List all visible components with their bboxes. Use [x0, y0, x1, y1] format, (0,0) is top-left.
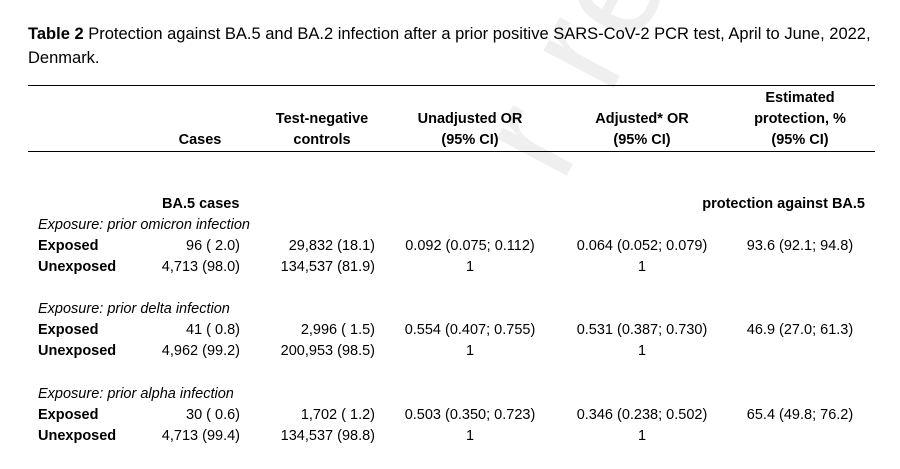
cell-unadjusted-or: 1 [465, 259, 475, 275]
section-protection-label: protection against BA.5 [702, 196, 865, 212]
cell-adjusted-or: 0.531 (0.387; 0.730) [576, 322, 708, 338]
row-label: Exposed [38, 407, 99, 423]
cell-controls: 1,702 ( 1.2) [300, 407, 375, 423]
section-cases-label: BA.5 cases [162, 196, 240, 212]
cell-controls: 29,832 (18.1) [288, 238, 375, 254]
header-controls-line2: controls [293, 132, 351, 148]
cell-controls: 134,537 (81.9) [280, 259, 375, 275]
cell-unadjusted-or: 0.554 (0.407; 0.755) [404, 322, 536, 338]
header-unadjusted-line2: (95% CI) [441, 132, 499, 148]
cell-adjusted-or: 0.346 (0.238; 0.502) [576, 407, 708, 423]
header-cases: Cases [178, 132, 222, 148]
cell-unadjusted-or: 1 [465, 343, 475, 359]
cell-adjusted-or: 0.064 (0.052; 0.079) [576, 238, 708, 254]
cell-cases: 30 ( 0.6) [186, 407, 240, 423]
row-label: Exposed [38, 238, 99, 254]
row-label: Unexposed [38, 259, 117, 275]
header-adjusted-line2: (95% CI) [613, 132, 671, 148]
cell-protection: 65.4 (49.8; 76.2) [746, 407, 854, 423]
row-label: Unexposed [38, 343, 117, 359]
cell-adjusted-or: 1 [637, 428, 647, 444]
cell-controls: 2,996 ( 1.5) [300, 322, 375, 338]
exposure-label: Exposure: prior delta infection [38, 301, 230, 317]
row-label: Unexposed [38, 428, 117, 444]
header-controls-line1: Test-negative [275, 111, 369, 127]
row-label: Exposed [38, 322, 99, 338]
header-protection-line3: (95% CI) [771, 132, 829, 148]
cell-controls: 200,953 (98.5) [280, 343, 375, 359]
cell-controls: 134,537 (98.8) [280, 428, 375, 444]
top-rule [28, 85, 875, 86]
table-label: Table 2 [28, 25, 84, 43]
header-unadjusted-line1: Unadjusted OR [417, 111, 523, 127]
header-protection-line2: protection, % [754, 111, 846, 127]
cell-cases: 4,962 (99.2) [161, 343, 240, 359]
cell-protection: 46.9 (27.0; 61.3) [746, 322, 854, 338]
header-rule [28, 151, 875, 152]
cell-unadjusted-or: 0.503 (0.350; 0.723) [404, 407, 536, 423]
exposure-label: Exposure: prior omicron infection [38, 217, 250, 233]
header-protection-line1: Estimated [765, 90, 835, 106]
cell-protection: 93.6 (92.1; 94.8) [746, 238, 854, 254]
cell-cases: 4,713 (98.0) [161, 259, 240, 275]
cell-adjusted-or: 1 [637, 343, 647, 359]
table-title: Protection against BA.5 and BA.2 infecti… [28, 25, 871, 67]
table-caption: Table 2 Protection against BA.5 and BA.2… [28, 22, 878, 70]
cell-cases: 96 ( 2.0) [186, 238, 240, 254]
cell-adjusted-or: 1 [637, 259, 647, 275]
cell-cases: 4,713 (99.4) [161, 428, 240, 444]
cell-unadjusted-or: 0.092 (0.075; 0.112) [405, 238, 535, 254]
header-adjusted-line1: Adjusted* OR [595, 111, 689, 127]
exposure-label: Exposure: prior alpha infection [38, 386, 234, 402]
cell-cases: 41 ( 0.8) [186, 322, 240, 338]
cell-unadjusted-or: 1 [465, 428, 475, 444]
